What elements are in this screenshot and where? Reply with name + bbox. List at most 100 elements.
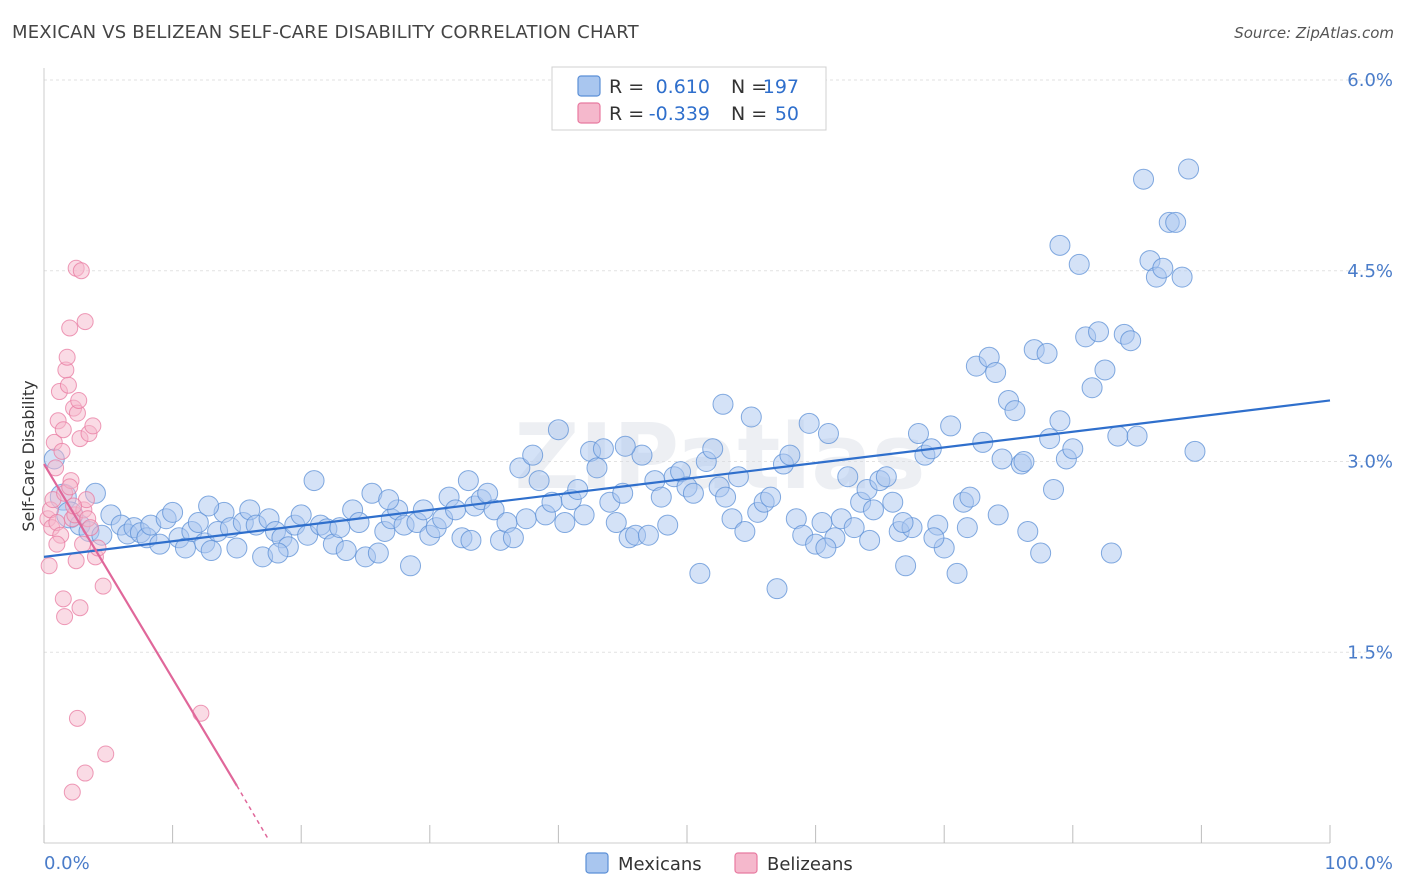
point-mexicans [460,529,482,551]
point-mexicans [1049,410,1071,432]
point-mexicans [631,444,653,466]
point-mexicans [400,555,422,577]
point-mexicans [682,482,704,504]
legend-swatch-belizeans [577,102,601,124]
trend-line-belizeans [43,463,238,787]
chart-title: MEXICAN VS BELIZEAN SELF-CARE DISABILITY… [12,22,639,43]
point-mexicans [956,517,978,539]
legend-bottom: Mexicans Belizeans [585,852,853,875]
point-mexicans [554,512,576,534]
point-mexicans [1013,451,1035,472]
point-belizeans [59,376,77,394]
point-mexicans [1030,542,1052,564]
point-mexicans [335,540,357,562]
point-mexicans [907,423,929,445]
point-belizeans [192,704,210,722]
point-mexicans [892,512,914,534]
y-tick-label: 1.5% [1347,642,1393,663]
point-belizeans [68,709,86,727]
point-mexicans [779,444,801,466]
point-mexicans [1062,438,1084,460]
point-mexicans [815,537,837,559]
point-mexicans [1171,266,1193,288]
legend-top: R = 0.610 N = 197 R = -0.339 N = 50 [551,66,827,131]
point-mexicans [567,478,589,500]
point-mexicans [605,512,627,534]
point-mexicans [1100,542,1122,564]
point-mexicans [1126,425,1148,447]
point-belizeans [54,421,72,439]
point-mexicans [522,444,544,466]
y-tick-label: 4.5% [1347,261,1393,282]
x-tick-label: 0.0% [44,853,90,874]
point-mexicans [1107,425,1129,447]
point-mexicans [1081,377,1103,399]
y-tick-label: 3.0% [1347,452,1393,473]
point-mexicans [637,524,659,546]
source-credit: Source: ZipAtlas.com [1234,24,1394,42]
point-belizeans [67,552,85,570]
point-mexicans [760,486,782,508]
y-tick-label: 6.0% [1347,70,1393,91]
point-mexicans [1094,359,1116,381]
legend-swatch-mexicans [577,75,601,97]
point-belizeans [61,319,79,337]
axes [43,68,1331,844]
legend-label-mexicans: Mexicans [618,854,702,875]
point-belizeans [61,478,79,496]
point-mexicans [378,489,400,511]
point-mexicans [1165,211,1187,233]
point-mexicans [766,578,788,600]
series-mexicans [43,158,1206,600]
point-mexicans [528,470,550,492]
point-mexicans [367,542,389,564]
point-belizeans [54,590,72,608]
point-mexicans [586,457,608,479]
legend-n-value: 50 [775,103,799,125]
point-mexicans [1178,158,1200,180]
point-belizeans [71,599,89,617]
legend-r-value: -0.339 [649,103,710,125]
legend-r-label: R = [609,103,644,125]
point-mexicans [1004,400,1026,422]
point-belizeans [53,442,71,460]
point-mexicans [1120,330,1142,352]
point-mexicans [712,393,734,415]
point-belizeans [72,262,90,280]
point-mexicans [1039,428,1061,450]
point-belizeans [70,391,88,409]
point-mexicans [226,537,248,559]
legend-swatch-belizeans [734,852,758,874]
legend-label-belizeans: Belizeans [767,854,853,875]
point-mexicans [200,540,222,562]
point-mexicans [509,457,531,479]
point-mexicans [734,520,756,542]
point-mexicans [689,562,711,584]
point-belizeans [97,745,115,763]
point-belizeans [48,535,66,553]
point-mexicans [715,486,737,508]
point-mexicans [547,419,569,441]
point-mexicans [162,501,184,523]
point-mexicans [348,512,370,534]
point-mexicans [895,555,917,577]
point-mexicans [290,504,312,526]
point-mexicans [329,517,351,539]
point-mexicans [991,448,1013,470]
point-mexicans [187,512,209,534]
point-mexicans [573,504,595,526]
point-mexicans [612,482,634,504]
legend-n-value: 197 [763,76,799,98]
point-mexicans [515,508,537,530]
point-belizeans [47,459,65,477]
point-belizeans [76,313,94,331]
trend-line-mexicans [43,399,1331,558]
point-mexicans [198,495,220,517]
point-mexicans [1017,520,1039,542]
point-mexicans [650,486,672,508]
tick-labels: 1.5% 3.0% 4.5% 6.0% 0.0% 100.0% [44,70,1393,874]
point-mexicans [985,361,1007,383]
point-belizeans [56,608,74,626]
point-mexicans [483,499,505,521]
